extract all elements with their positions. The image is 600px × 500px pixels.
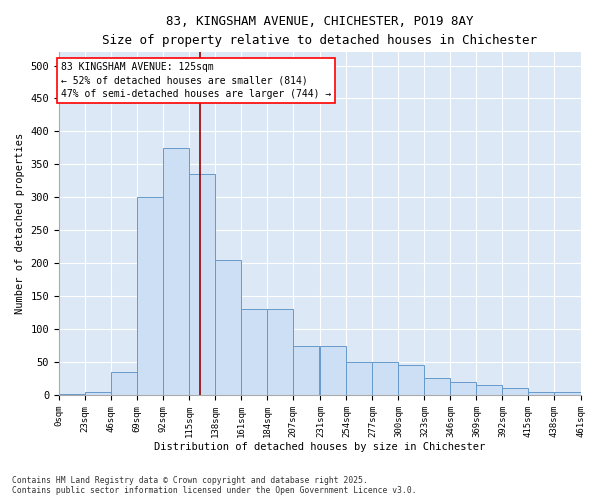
Bar: [293, 346, 319, 395]
Bar: [554, 392, 581, 395]
Bar: [137, 198, 163, 395]
Bar: [85, 392, 111, 395]
Bar: [267, 310, 293, 395]
Bar: [373, 362, 398, 395]
Y-axis label: Number of detached properties: Number of detached properties: [15, 133, 25, 314]
Text: 83 KINGSHAM AVENUE: 125sqm
← 52% of detached houses are smaller (814)
47% of sem: 83 KINGSHAM AVENUE: 125sqm ← 52% of deta…: [61, 62, 332, 98]
Title: 83, KINGSHAM AVENUE, CHICHESTER, PO19 8AY
Size of property relative to detached : 83, KINGSHAM AVENUE, CHICHESTER, PO19 8A…: [102, 15, 537, 47]
Bar: [502, 388, 529, 395]
Bar: [215, 260, 241, 395]
Bar: [320, 346, 346, 395]
Bar: [241, 310, 267, 395]
Bar: [163, 148, 189, 395]
Bar: [398, 366, 424, 395]
Text: Contains HM Land Registry data © Crown copyright and database right 2025.
Contai: Contains HM Land Registry data © Crown c…: [12, 476, 416, 495]
Bar: [476, 385, 502, 395]
Bar: [529, 392, 554, 395]
Bar: [346, 362, 373, 395]
Bar: [451, 382, 476, 395]
X-axis label: Distribution of detached houses by size in Chichester: Distribution of detached houses by size …: [154, 442, 485, 452]
Bar: [59, 394, 85, 395]
Bar: [111, 372, 137, 395]
Bar: [424, 378, 451, 395]
Bar: [189, 174, 215, 395]
